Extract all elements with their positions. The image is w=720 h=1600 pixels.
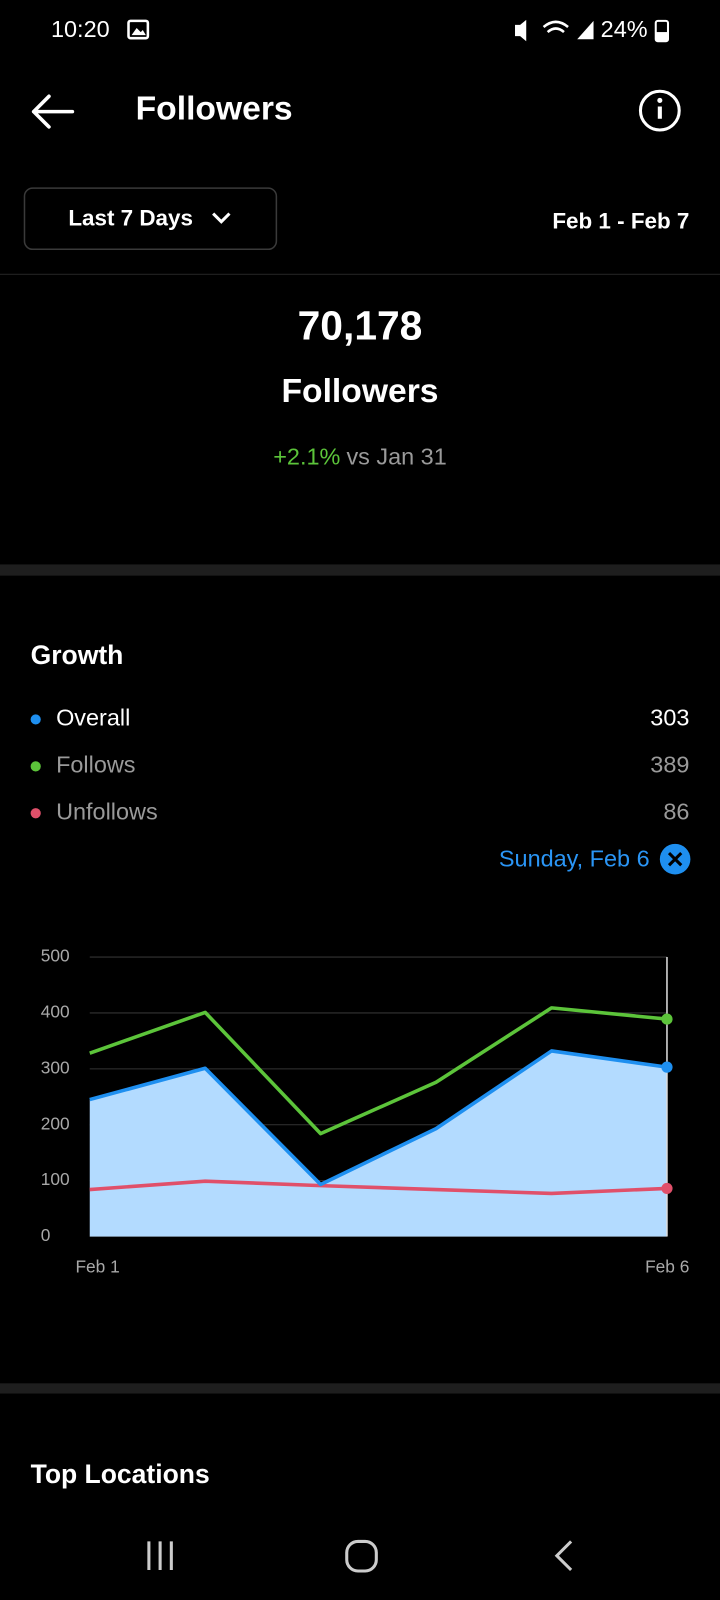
y-tick-label: 200 — [41, 1113, 70, 1133]
area — [89, 1050, 667, 1237]
x-tick-label: Feb 6 — [645, 1257, 689, 1277]
growth-chart: 0 100 200 300 400 500 Feb 1 Feb 6 — [41, 946, 690, 1277]
dropdown-chevron — [212, 212, 231, 224]
change-comparison: vs Jan 31 — [346, 444, 446, 470]
battery-level: 24% — [601, 16, 648, 42]
y-tick-label: 0 — [41, 1225, 51, 1245]
follower-label: Followers — [281, 373, 438, 410]
status-time: 10:20 — [51, 16, 110, 42]
follower-change: +2.1% vs Jan 31 — [273, 444, 447, 470]
legend-dot — [30, 761, 41, 772]
selected-point — [661, 1061, 673, 1073]
line — [89, 1049, 668, 1187]
y-tick-label: 400 — [41, 1002, 70, 1022]
recents-button[interactable] — [147, 1541, 173, 1570]
gallery-icon-shape — [131, 27, 146, 36]
line — [89, 1179, 668, 1196]
x-tick-label: Feb 1 — [75, 1257, 119, 1277]
info-icon-dot — [657, 97, 663, 103]
section-divider — [0, 564, 720, 576]
selected-point — [661, 1013, 673, 1025]
signal-icon — [577, 20, 594, 40]
y-tick-label: 100 — [41, 1169, 70, 1189]
back-button[interactable] — [31, 94, 75, 129]
growth-title: Growth — [31, 640, 124, 670]
date-range: Feb 1 - Feb 7 — [552, 209, 689, 234]
selected-point — [661, 1182, 673, 1195]
change-percent: +2.1% — [273, 444, 340, 470]
top-locations-title: Top Locations — [31, 1459, 210, 1489]
legend-dot — [30, 808, 41, 819]
mute-icon — [515, 19, 527, 42]
system-back-button[interactable] — [554, 1540, 573, 1572]
battery-fill — [655, 32, 668, 42]
section-divider — [0, 1383, 720, 1394]
legend-name: Follows — [56, 752, 135, 778]
range-dropdown[interactable] — [23, 187, 278, 251]
legend-name: Unfollows — [56, 798, 158, 824]
legend-value: 86 — [663, 798, 689, 824]
clear-icon — [667, 851, 683, 867]
header-title: Followers — [136, 90, 293, 127]
divider — [0, 273, 720, 275]
info-icon-stem — [657, 106, 662, 119]
legend-value: 389 — [650, 752, 689, 778]
y-tick-label: 500 — [41, 946, 70, 966]
follower-count: 70,178 — [298, 303, 423, 349]
legend-dot — [30, 714, 41, 725]
range-label: Last 7 Days — [68, 206, 193, 231]
selected-date: Sunday, Feb 6 — [499, 845, 650, 871]
gallery-icon — [127, 19, 150, 40]
info-button[interactable] — [638, 89, 681, 132]
legend-name: Overall — [56, 705, 130, 731]
line — [89, 1006, 668, 1136]
home-button[interactable] — [345, 1539, 378, 1573]
wifi-icon — [542, 20, 569, 34]
y-tick-label: 300 — [41, 1057, 70, 1077]
legend-value: 303 — [650, 705, 689, 731]
